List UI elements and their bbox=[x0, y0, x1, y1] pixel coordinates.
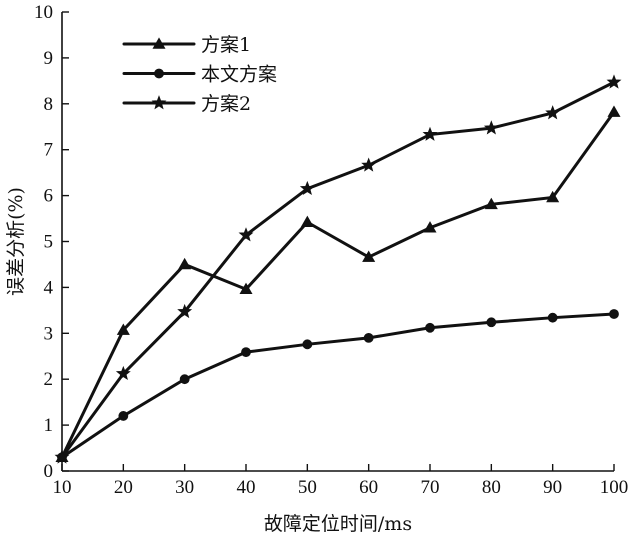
y-tick-label: 0 bbox=[44, 461, 54, 482]
series-3-point bbox=[115, 365, 131, 381]
series-1-point bbox=[239, 282, 253, 295]
y-axis-title: 误差分析(%) bbox=[5, 187, 27, 296]
series-1 bbox=[55, 105, 621, 463]
x-tick-label: 90 bbox=[543, 477, 562, 498]
legend-marker bbox=[151, 95, 167, 110]
series-1-point bbox=[116, 323, 130, 335]
series-2-point bbox=[609, 309, 619, 319]
series-layer bbox=[54, 74, 622, 464]
series-3-point bbox=[54, 449, 70, 464]
series-2-point bbox=[118, 411, 129, 421]
x-tick-label: 30 bbox=[175, 477, 194, 498]
series-3-point bbox=[606, 74, 622, 89]
series-2-point bbox=[179, 374, 190, 385]
y-tick-label: 8 bbox=[44, 94, 54, 115]
y-tick-label: 7 bbox=[44, 140, 54, 161]
y-tick-label: 2 bbox=[44, 369, 54, 390]
series-3-line bbox=[60, 80, 616, 459]
series-2-line bbox=[60, 312, 616, 459]
series-1-point bbox=[178, 257, 192, 270]
series-3-point bbox=[422, 126, 438, 141]
legend-item: 方案1 bbox=[122, 34, 251, 56]
y-tick-label: 3 bbox=[44, 323, 54, 344]
x-tick-label: 60 bbox=[359, 477, 378, 498]
y-tick-label: 4 bbox=[44, 277, 54, 298]
series-3-point bbox=[483, 120, 499, 135]
series-1-point bbox=[300, 215, 314, 228]
series-3-point bbox=[299, 180, 315, 196]
series-2-point bbox=[547, 312, 558, 323]
x-tick-label: 10 bbox=[53, 477, 72, 498]
legend-item: 方案2 bbox=[122, 93, 251, 115]
series-3 bbox=[54, 74, 622, 464]
legend-label: 方案2 bbox=[201, 93, 251, 115]
y-tick-label: 1 bbox=[44, 415, 54, 436]
series-2-point bbox=[241, 347, 251, 358]
series-3-point bbox=[238, 227, 254, 242]
legend-marker bbox=[152, 37, 166, 49]
series-1-point bbox=[362, 250, 376, 262]
y-tick-label: 9 bbox=[44, 48, 54, 69]
y-tick-label: 5 bbox=[44, 232, 54, 253]
legend-label: 方案1 bbox=[201, 34, 251, 56]
series-2 bbox=[57, 309, 619, 463]
series-1-point bbox=[484, 197, 498, 210]
series-1-point bbox=[423, 221, 437, 233]
series-2-point bbox=[302, 339, 313, 350]
series-3-point bbox=[361, 157, 377, 172]
series-3-point bbox=[177, 303, 193, 319]
legend-label: 本文方案 bbox=[201, 64, 277, 86]
series-1-line bbox=[60, 110, 616, 459]
series-3-point bbox=[545, 105, 561, 120]
legend-item: 本文方案 bbox=[122, 64, 277, 86]
series-2-point bbox=[486, 317, 497, 328]
series-1-point bbox=[607, 105, 621, 117]
x-axis-title: 故障定位时间/ms bbox=[264, 513, 412, 535]
x-tick-label: 20 bbox=[114, 477, 133, 498]
x-tick-label: 40 bbox=[237, 477, 256, 498]
legend-marker bbox=[154, 68, 164, 79]
x-tick-label: 80 bbox=[482, 477, 501, 498]
series-2-point bbox=[363, 332, 374, 343]
x-tick-label: 50 bbox=[298, 477, 317, 498]
y-tick-label: 10 bbox=[34, 2, 53, 23]
x-tick-label: 70 bbox=[421, 477, 440, 498]
series-2-point bbox=[425, 322, 435, 333]
ticks: 0 1 2 3 4 5 6 7 8 9 10 10 20 30 40 50 60 70 80 90 100 bbox=[34, 2, 628, 498]
x-tick-label: 100 bbox=[600, 477, 629, 498]
y-tick-label: 6 bbox=[44, 186, 54, 207]
series-1-point bbox=[546, 190, 560, 203]
